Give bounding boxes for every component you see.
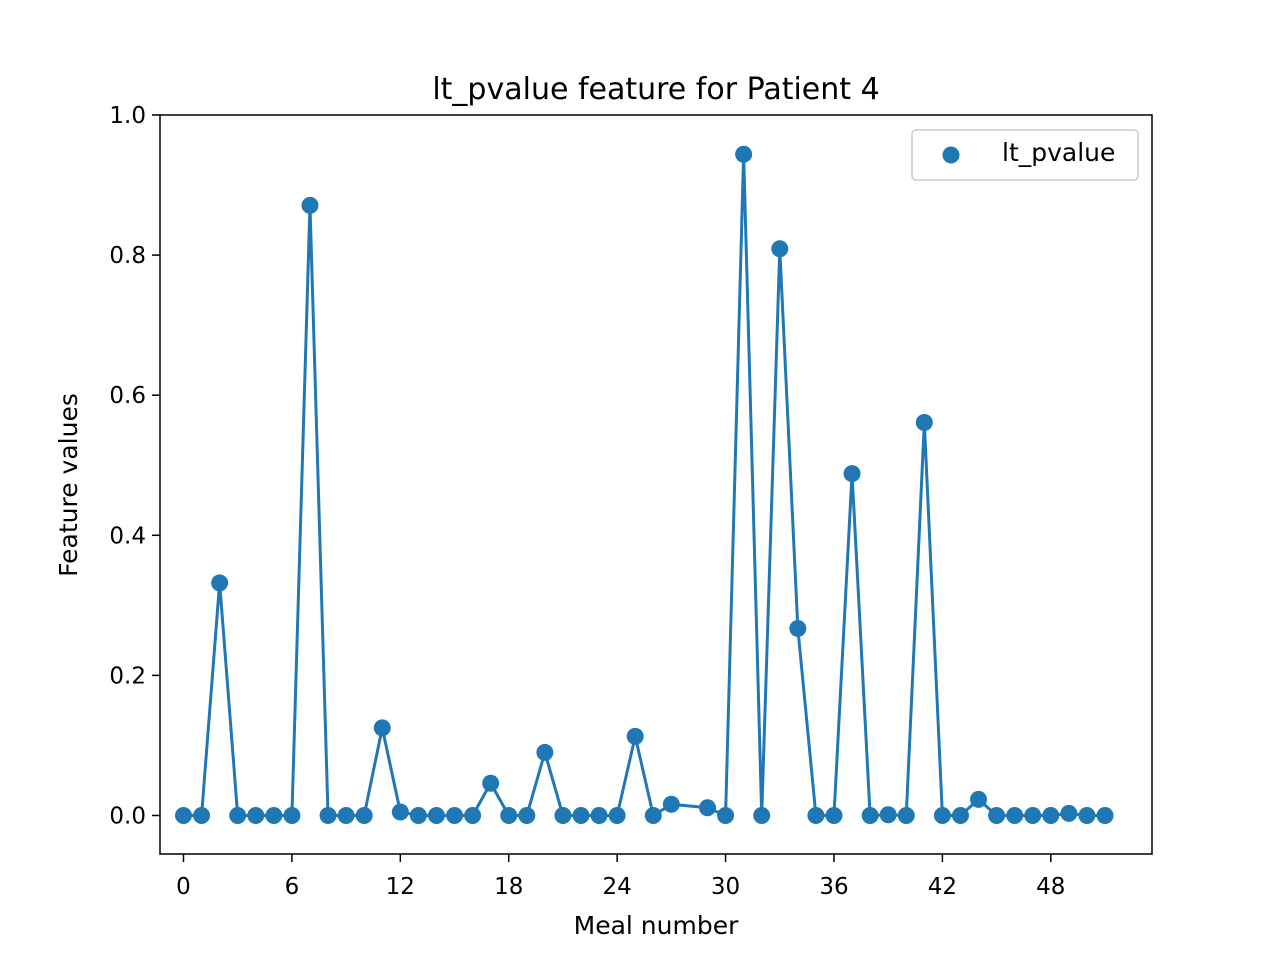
y-tick-label: 0.0 (109, 803, 146, 829)
data-point (590, 806, 608, 824)
data-point (247, 806, 265, 824)
y-tick-label: 0.4 (109, 523, 146, 549)
data-point (626, 727, 644, 745)
data-point (644, 806, 662, 824)
data-point (518, 806, 536, 824)
y-tick-label: 0.2 (109, 663, 146, 689)
data-point (319, 806, 337, 824)
data-point (174, 806, 192, 824)
data-point (807, 806, 825, 824)
data-point (482, 774, 500, 792)
y-axis-label: Feature values (54, 393, 83, 577)
data-point (337, 806, 355, 824)
data-point (193, 806, 211, 824)
legend: lt_pvalue (911, 129, 1139, 181)
data-point (933, 806, 951, 824)
data-point (825, 806, 843, 824)
data-point (373, 719, 391, 737)
x-tick-label: 48 (1036, 874, 1065, 900)
data-point (735, 145, 753, 163)
data-point (554, 806, 572, 824)
plot-frame (159, 114, 1153, 855)
data-point (1096, 806, 1114, 824)
x-tick-label: 0 (176, 874, 191, 900)
x-tick-label: 18 (494, 874, 523, 900)
y-axis: 0.0 0.2 0.4 0.6 0.8 1.0 (109, 103, 160, 829)
data-point (446, 806, 464, 824)
x-axis-label: Meal number (574, 911, 739, 940)
data-point (355, 806, 373, 824)
series-layer (174, 145, 1114, 824)
x-tick-label: 30 (711, 874, 740, 900)
data-point (500, 806, 518, 824)
data-point (283, 806, 301, 824)
x-tick-label: 24 (603, 874, 632, 900)
data-point (409, 806, 427, 824)
data-point (861, 806, 879, 824)
legend-label: lt_pvalue (1002, 138, 1115, 167)
plot-area (159, 114, 1153, 855)
data-point (536, 743, 554, 761)
data-point (301, 196, 319, 214)
data-point (265, 806, 283, 824)
data-point (951, 806, 969, 824)
data-point (970, 790, 988, 808)
y-tick-label: 1.0 (109, 103, 146, 129)
data-point (843, 465, 861, 483)
data-point (464, 806, 482, 824)
data-point (753, 806, 771, 824)
data-point (1024, 806, 1042, 824)
legend-marker (942, 146, 960, 164)
data-point (608, 806, 626, 824)
chart-title: lt_pvalue feature for Patient 4 (432, 72, 879, 107)
data-point (662, 795, 680, 813)
data-point (771, 240, 789, 258)
legend-box (911, 129, 1139, 181)
x-tick-label: 12 (386, 874, 415, 900)
data-point (717, 806, 735, 824)
y-tick-label: 0.8 (109, 243, 146, 269)
data-point (1060, 804, 1078, 822)
data-point (897, 806, 915, 824)
data-point (572, 806, 590, 824)
x-tick-label: 36 (819, 874, 848, 900)
data-point (988, 806, 1006, 824)
x-tick-label: 42 (928, 874, 957, 900)
x-axis: 0 6 12 18 24 30 36 42 48 (176, 854, 1065, 900)
data-point (699, 799, 716, 817)
data-point (229, 806, 247, 824)
series-line (183, 152, 1106, 817)
data-point (1078, 806, 1096, 824)
x-tick-label: 6 (285, 874, 300, 900)
data-point (879, 806, 897, 824)
data-point (1042, 806, 1060, 824)
data-point (915, 414, 933, 432)
data-point (211, 574, 229, 592)
data-point (1006, 806, 1024, 824)
data-point (427, 806, 445, 824)
y-tick-label: 0.6 (109, 383, 146, 409)
data-point (789, 619, 807, 637)
data-point (391, 803, 409, 821)
